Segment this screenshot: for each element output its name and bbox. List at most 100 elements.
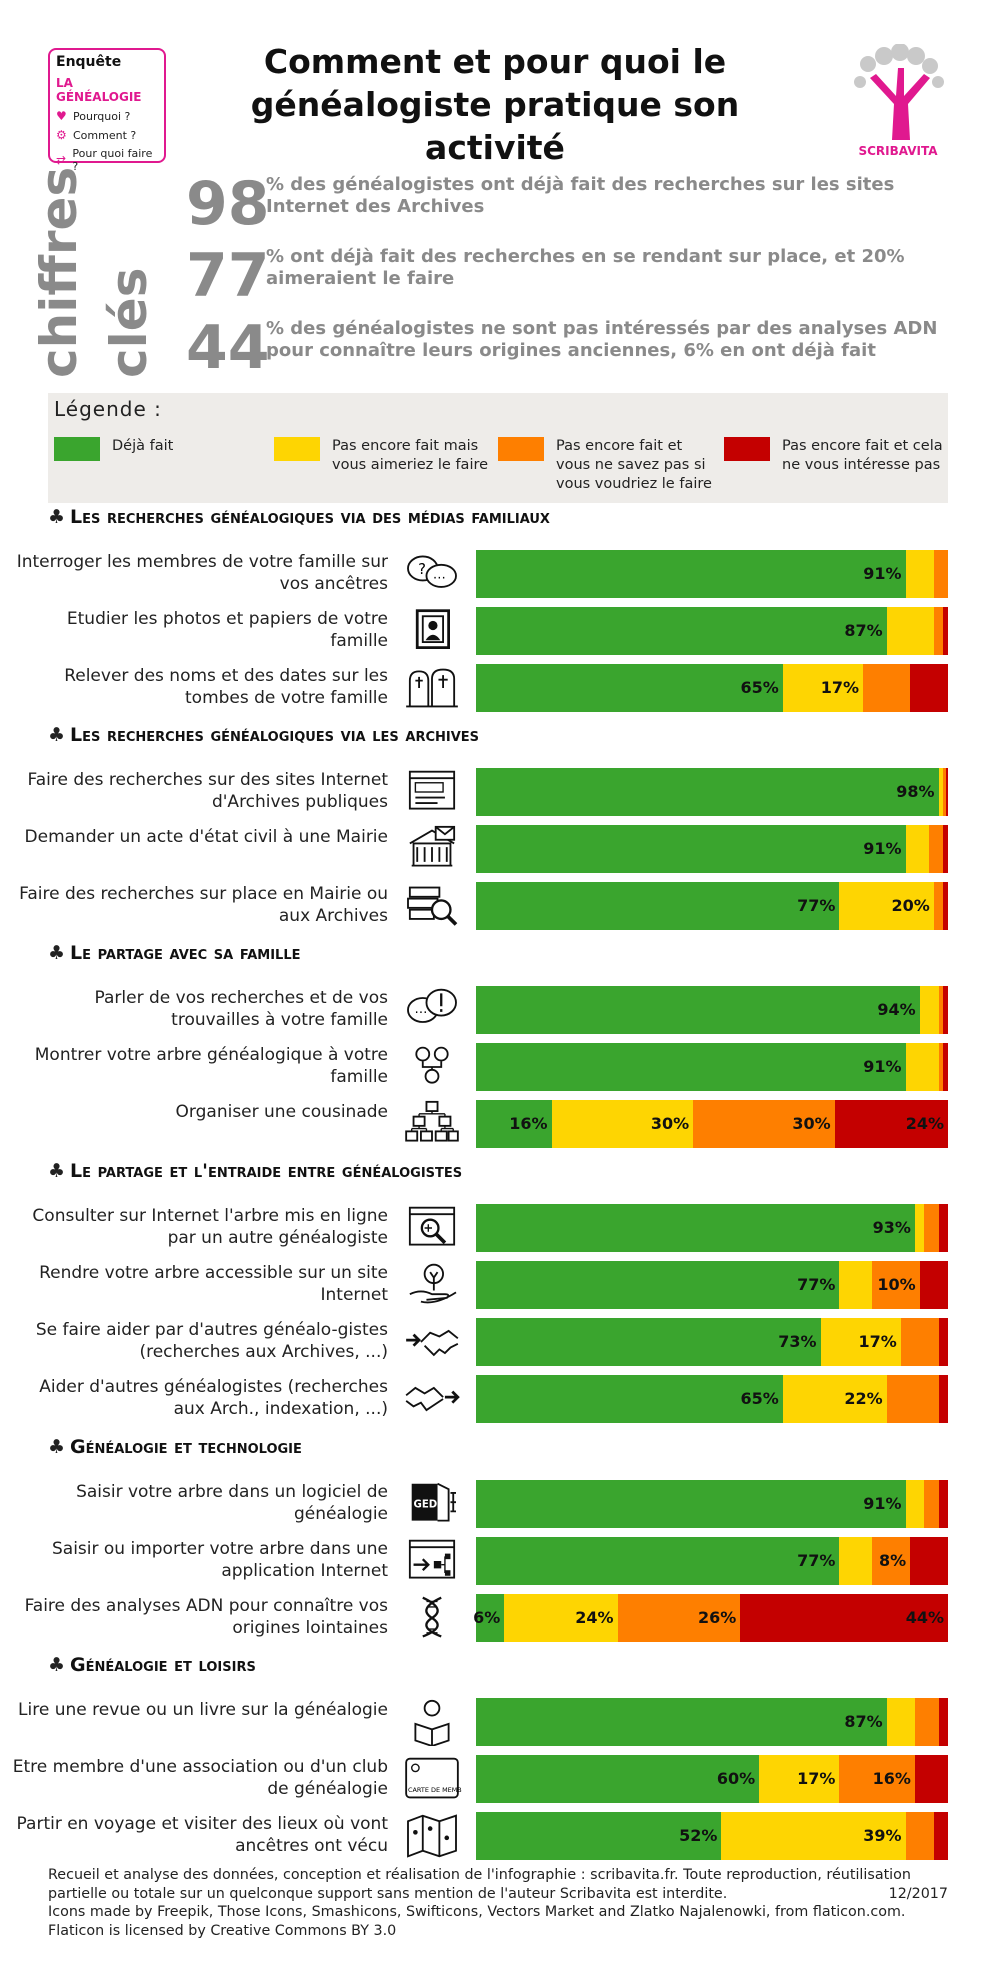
section-title-text: Généalogie et loisirs — [70, 1654, 256, 1676]
stacked-bar: 6% 24% 26% 44% — [473, 1594, 948, 1642]
svg-text:GED: GED — [414, 1500, 438, 1511]
data-label: 24% — [575, 1608, 614, 1627]
bar-segment: 87% — [476, 1698, 887, 1746]
web-tree-search-icon — [402, 1204, 462, 1252]
bar-segment: 30% — [693, 1100, 835, 1148]
bar-segment — [943, 768, 946, 816]
svg-text:?: ? — [418, 561, 426, 578]
stacked-bar: 65% 17% — [476, 664, 948, 712]
family-gathering-icon — [402, 1100, 462, 1148]
data-label: 16% — [872, 1769, 911, 1788]
bar-segment — [886, 1375, 939, 1423]
handshake-in-icon — [402, 1318, 462, 1366]
chart-row: Montrer votre arbre généalogique à votre… — [0, 1043, 992, 1091]
chart-row: Aider d'autres généalogistes (recherches… — [0, 1375, 992, 1423]
legend-item-not-interested: Pas encore fait et cela ne vous intéress… — [724, 437, 944, 475]
data-label: 77% — [797, 1551, 836, 1570]
bar-segment — [945, 768, 948, 816]
row-label: Faire des analyses ADN pour connaître vo… — [24, 1596, 388, 1638]
bar-segment — [914, 1698, 939, 1746]
row-label: Etre membre d'une association ou d'un cl… — [12, 1757, 388, 1799]
stacked-bar: 91% — [476, 1480, 948, 1528]
chart-row: Etre membre d'une association ou d'un cl… — [0, 1755, 992, 1803]
bar-segment: 30% — [551, 1100, 694, 1148]
bar-segment: 91% — [476, 550, 906, 598]
section-title: ♣ Généalogie et loisirs — [48, 1654, 256, 1676]
data-label: 20% — [891, 896, 930, 915]
bar-segment — [943, 882, 948, 930]
data-label: 16% — [509, 1114, 548, 1133]
stacked-bar: 91% — [476, 825, 948, 873]
survey-label: Enquête — [56, 54, 122, 70]
bar-segment: 17% — [759, 1755, 840, 1803]
bar-segment: 52% — [476, 1812, 722, 1860]
bar-segment: 44% — [740, 1594, 948, 1642]
bar-segment — [938, 1318, 948, 1366]
legend-item-done: Déjà fait — [54, 437, 254, 461]
bar-segment: 77% — [476, 882, 840, 930]
question-why: ♥ Pourquoi ? — [56, 109, 131, 123]
row-label: Demander un acte d'état civil à une Mair… — [24, 827, 388, 847]
bar-segment: 73% — [476, 1318, 821, 1366]
stacked-bar: 98% — [476, 768, 948, 816]
bar-segment — [905, 825, 930, 873]
bar-segment: 6% — [473, 1594, 505, 1642]
section-title: ♣ Les recherches généalogiques via les ar… — [48, 724, 479, 746]
bar-segment: 39% — [721, 1812, 906, 1860]
chart-row: Faire des recherches sur place en Mairie… — [0, 882, 992, 930]
legend-swatch — [54, 437, 100, 461]
swap-arrows-icon: ⇄ — [56, 153, 67, 167]
chart-row: Faire des analyses ADN pour connaître vo… — [0, 1594, 992, 1642]
data-label: 60% — [716, 1769, 756, 1788]
bar-segment — [938, 1204, 948, 1252]
bar-segment — [933, 882, 944, 930]
logo-text: SCRIBAVITA — [858, 144, 938, 158]
page-title: Comment et pour quoi le généalogiste pra… — [250, 42, 740, 167]
handshake-out-icon — [402, 1375, 462, 1423]
legend-swatch — [274, 437, 320, 461]
bar-segment: 24% — [834, 1100, 948, 1148]
data-label: 91% — [863, 1494, 902, 1513]
town-hall-icon — [402, 825, 462, 873]
bar-segment: 91% — [476, 1480, 906, 1528]
chart-row: Etudier les photos et papiers de votre f… — [0, 607, 992, 655]
bar-segment — [924, 1480, 939, 1528]
bar-segment — [938, 768, 944, 816]
bar-segment — [905, 550, 934, 598]
data-label: 8% — [879, 1551, 907, 1570]
section-title: ♣ Le partage et l'entraide entre généalog… — [48, 1160, 462, 1182]
key-figure-text: % des généalogistes ont déjà fait des re… — [266, 174, 895, 217]
hand-tree-icon — [402, 1261, 462, 1309]
section-title-text: Généalogie et technologie — [70, 1436, 302, 1458]
bar-segment: 26% — [617, 1594, 741, 1642]
key-figure-number: 44 — [186, 313, 270, 383]
legend-title: Légende : — [54, 397, 162, 421]
section-title-text: Les recherches généalogiques via les arc… — [70, 724, 480, 746]
speech-bubbles-icon: ?… — [402, 550, 462, 598]
chart-row: Partir en voyage et visiter des lieux où… — [0, 1812, 992, 1860]
bar-segment — [938, 1043, 944, 1091]
key-figures-label: chiffres clés — [30, 166, 158, 378]
bar-segment: 10% — [872, 1261, 920, 1309]
chart-row: Saisir ou importer votre arbre dans une … — [0, 1537, 992, 1585]
data-label: 26% — [698, 1608, 737, 1627]
ged-file-icon: GED — [402, 1480, 462, 1528]
key-figure-text: % des généalogistes ne sont pas intéress… — [266, 318, 938, 361]
legend: Légende : Déjà fait Pas encore fait mais… — [48, 393, 948, 503]
chart-row: Saisir votre arbre dans un logiciel de g… — [0, 1480, 992, 1528]
stacked-bar: 87% — [476, 1698, 948, 1746]
chart-row: Parler de vos recherches et de vos trouv… — [0, 986, 992, 1034]
section-title: ♣ Le partage avec sa famille — [48, 942, 301, 964]
bar-segment: 91% — [476, 1043, 906, 1091]
section-title-text: Les recherches généalogiques via des méd… — [70, 506, 550, 528]
photo-frame-icon — [402, 607, 462, 655]
bar-segment — [886, 607, 934, 655]
question-how: ⚙ Comment ? — [56, 128, 137, 142]
bar-segment: 16% — [476, 1100, 552, 1148]
row-label: Consulter sur Internet l'arbre mis en li… — [32, 1206, 388, 1248]
family-tree-people-icon — [402, 1043, 462, 1091]
bar-segment — [938, 986, 944, 1034]
chart-row: Se faire aider par d'autres généalo-gist… — [0, 1318, 992, 1366]
data-label: 87% — [844, 1712, 883, 1731]
import-tree-icon — [402, 1537, 462, 1585]
